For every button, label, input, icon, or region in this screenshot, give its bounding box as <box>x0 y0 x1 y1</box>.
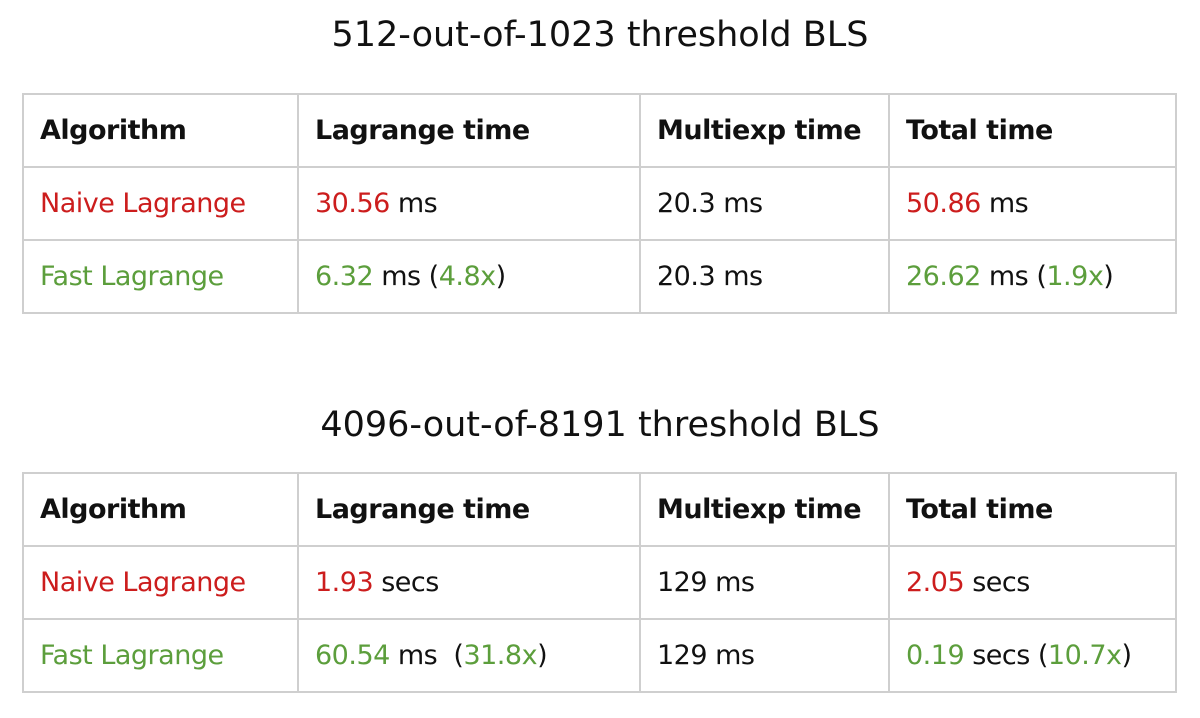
cell-text: 129 ms <box>657 567 755 598</box>
header-cell: Multiexp time <box>639 93 890 168</box>
table-row: Fast Lagrange 6.32 ms (4.8x) 20.3 ms 26.62 … <box>22 239 1177 314</box>
cell-text: ms ( <box>373 261 439 292</box>
table-cell: 1.93 secs <box>297 545 641 620</box>
table-title: 512-out-of-1023 threshold BLS <box>331 15 869 55</box>
table-cell: Fast Lagrange <box>22 618 299 693</box>
table-cell: 0.19 secs (10.7x) <box>888 618 1177 693</box>
cell-text: 31.8x <box>463 640 538 671</box>
cell-text: 0.19 <box>906 640 965 671</box>
cell-text: ) <box>495 261 507 292</box>
table-cell: 50.86 ms <box>888 166 1177 241</box>
cell-text: ms ( <box>980 261 1047 292</box>
cell-text: 129 ms <box>657 640 755 671</box>
table-title: 4096-out-of-8191 threshold BLS <box>320 405 880 445</box>
table-cell: 60.54 ms (31.8x) <box>297 618 641 693</box>
table-cell: Naive Lagrange <box>22 545 299 620</box>
cell-text: 10.7x <box>1047 640 1122 671</box>
cell-text: 1.9x <box>1046 261 1104 292</box>
header-row: Algorithm Lagrange time Multiexp time Total… <box>22 472 1177 547</box>
table-row: Naive Lagrange 1.93 secs 129 ms 2.05 secs <box>22 545 1177 620</box>
cell-text: 2.05 <box>906 567 965 598</box>
table-cell: 26.62 ms (1.9x) <box>888 239 1177 314</box>
header-cell: Total time <box>888 472 1177 547</box>
header-cell: Lagrange time <box>297 472 641 547</box>
cell-text: ms ( <box>389 640 464 671</box>
cell-text: secs ( <box>964 640 1048 671</box>
table-cell: 6.32 ms (4.8x) <box>297 239 641 314</box>
table-cell: 30.56 ms <box>297 166 641 241</box>
cell-text: 26.62 <box>906 261 981 292</box>
cell-text: ) <box>1103 261 1114 292</box>
cell-text: 20.3 ms <box>657 188 763 219</box>
table-cell: 129 ms <box>639 618 890 693</box>
cell-text: 30.56 <box>315 188 390 219</box>
cell-text: 1.93 <box>315 567 374 598</box>
cell-text: Fast Lagrange <box>40 640 224 671</box>
cell-text: ms <box>980 188 1029 219</box>
table-cell: Fast Lagrange <box>22 239 299 314</box>
cell-text: secs <box>964 567 1030 598</box>
data-table: Algorithm Lagrange time Multiexp time Total… <box>22 93 1177 314</box>
table-cell: 129 ms <box>639 545 890 620</box>
header-cell: Algorithm <box>22 472 299 547</box>
cell-text: 60.54 <box>315 640 390 671</box>
data-table: Algorithm Lagrange time Multiexp time Total… <box>22 472 1177 693</box>
cell-text: 20.3 ms <box>657 261 763 292</box>
table-cell: Naive Lagrange <box>22 166 299 241</box>
header-cell: Algorithm <box>22 93 299 168</box>
table-cell: 20.3 ms <box>639 239 890 314</box>
cell-text: Naive Lagrange <box>40 567 246 598</box>
table-cell: 2.05 secs <box>888 545 1177 620</box>
cell-text: 6.32 <box>315 261 374 292</box>
cell-text: secs <box>373 567 439 598</box>
cell-text: 50.86 <box>906 188 981 219</box>
table-row: Fast Lagrange 60.54 ms (31.8x) 129 ms 0.19 … <box>22 618 1177 693</box>
table-cell: 20.3 ms <box>639 166 890 241</box>
header-cell: Multiexp time <box>639 472 890 547</box>
cell-text: ) <box>537 640 548 671</box>
cell-text: ) <box>1121 640 1133 671</box>
table-row: Naive Lagrange 30.56 ms 20.3 ms 50.86 ms <box>22 166 1177 241</box>
header-cell: Lagrange time <box>297 93 641 168</box>
cell-text: 4.8x <box>438 261 496 292</box>
header-row: Algorithm Lagrange time Multiexp time Total… <box>22 93 1177 168</box>
cell-text: ms <box>389 188 438 219</box>
header-cell: Total time <box>888 93 1177 168</box>
cell-text: Naive Lagrange <box>40 188 246 219</box>
cell-text: Fast Lagrange <box>40 261 224 292</box>
